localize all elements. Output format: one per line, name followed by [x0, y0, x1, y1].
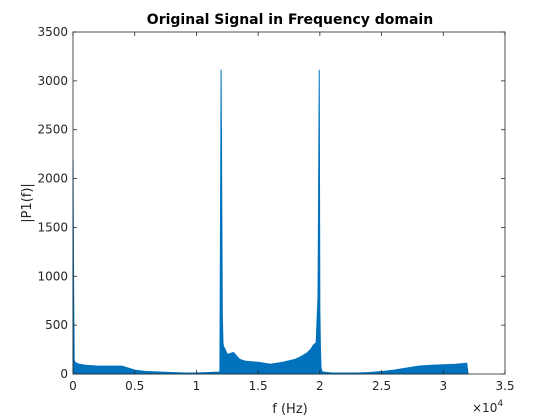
x-axis-exponent: ×104	[472, 399, 503, 415]
x-tick-label: 2	[316, 379, 324, 393]
x-exponent-power: 4	[497, 399, 503, 409]
y-tick-label: 1500	[37, 220, 68, 234]
series-0-spectrum	[72, 69, 469, 375]
x-tick-label: 3.5	[495, 379, 514, 393]
x-tick-label: 0	[69, 379, 77, 393]
y-tick-label: 3500	[37, 25, 68, 39]
x-tick-label: 3	[439, 379, 447, 393]
x-exponent-base: ×10	[472, 401, 497, 415]
y-tick-label: 1000	[37, 269, 68, 283]
y-tick-label: 2500	[37, 123, 68, 137]
y-tick-label: 3000	[37, 74, 68, 88]
x-tick-label: 2.5	[372, 379, 391, 393]
y-axis-label: |P1(f)|	[20, 183, 35, 223]
axes-box	[72, 31, 506, 375]
y-tick-label: 2000	[37, 172, 68, 186]
plot-area: 0 0.5 1 1.5 2 2.5 3 3.5 0 500 1000 1500 2000 2500 3000…	[37, 25, 514, 393]
x-tick-label: 1	[193, 379, 201, 393]
y-tick-label: 0	[60, 367, 68, 381]
chart-title: Original Signal in Frequency domain	[147, 12, 433, 28]
y-tick-label: 500	[45, 318, 68, 332]
x-tick-label: 0.5	[125, 379, 144, 393]
x-tick-label: 1.5	[249, 379, 268, 393]
x-axis-label: f (Hz)	[272, 402, 307, 417]
